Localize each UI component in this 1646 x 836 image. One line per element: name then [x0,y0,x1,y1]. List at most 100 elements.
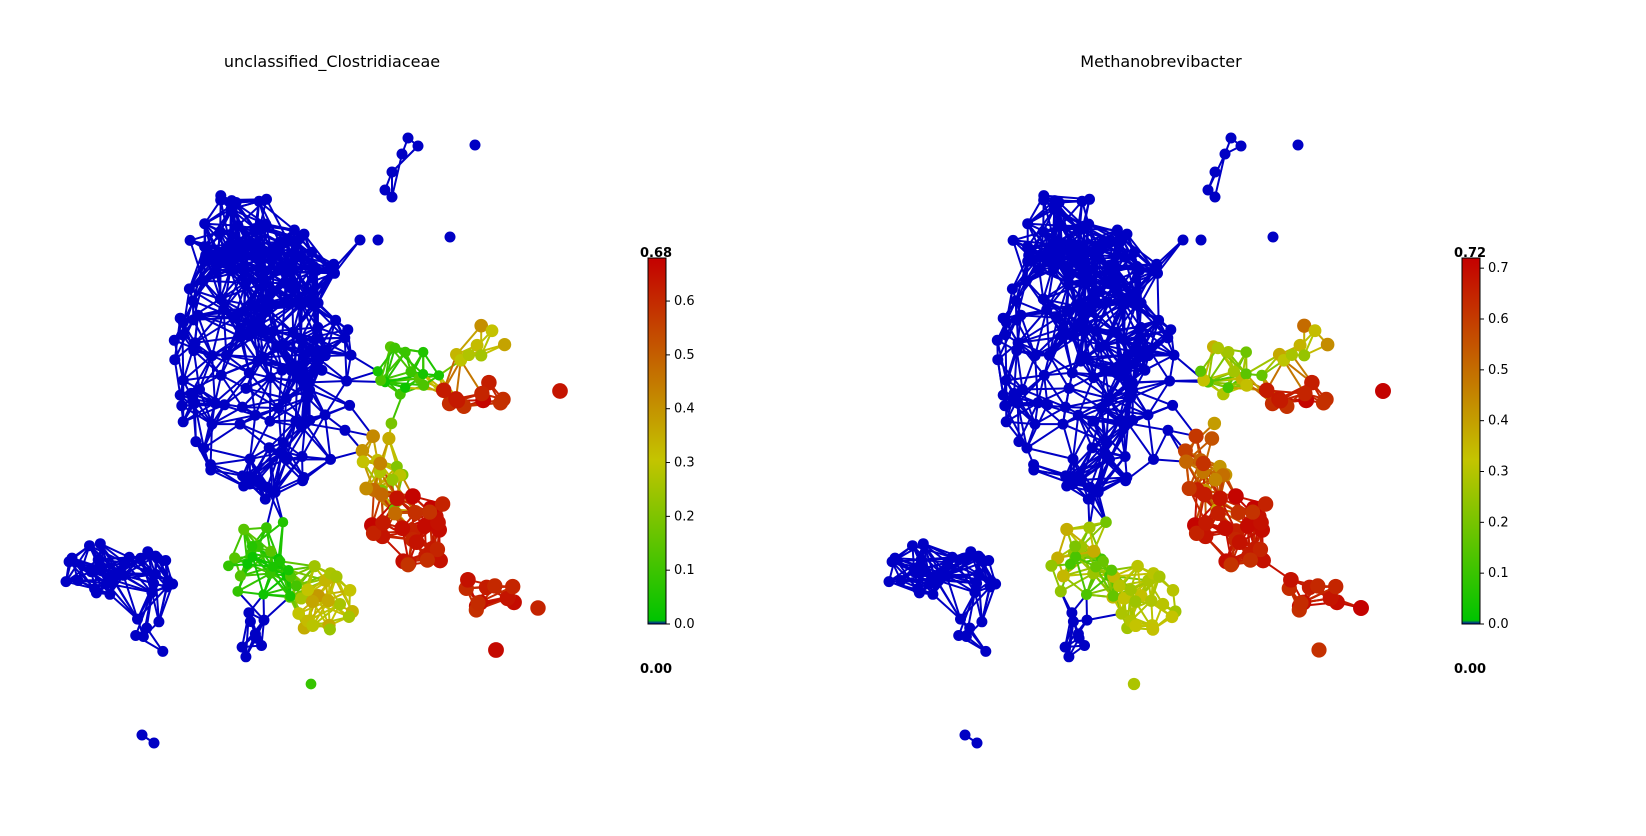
network-node [342,610,356,623]
network-node [271,341,283,353]
colorbar-max-label: 0.72 [1454,246,1487,261]
network-edge [237,590,265,621]
network-node [157,645,169,657]
network-edge [394,347,424,375]
network-node [419,552,436,568]
network-node [243,367,255,379]
network-node [1111,224,1123,236]
network-node [345,349,357,361]
colorbar-gradient [647,257,667,625]
network-edge [245,387,287,400]
network-node [1119,298,1131,310]
network-edge [1062,423,1074,460]
network-edge [242,397,287,409]
network-node [530,600,546,616]
network-node [356,455,370,469]
network-node [308,260,320,272]
network-node [1222,345,1235,359]
network-node [1240,378,1254,392]
network-node [1078,261,1090,273]
network-node [330,314,342,326]
network-node [435,382,452,399]
network-edge [263,584,297,596]
network-node [283,565,294,576]
network-edge [343,337,348,382]
network-node [976,616,988,628]
colorbar-min-label: 0.00 [1454,662,1487,677]
network-node [267,561,278,572]
network-node [1100,516,1112,528]
network-node [971,737,983,749]
network-node [915,554,927,566]
network-node [244,453,256,465]
network-node [266,285,278,297]
network-node [1049,238,1061,250]
network-node [1127,677,1141,691]
network-edge [1095,303,1126,332]
network-node [1293,595,1309,611]
network-node [429,541,446,558]
network-edge [1043,360,1082,377]
network-node [297,475,309,487]
network-edge [314,355,348,382]
network-node [135,552,147,564]
network-node [1308,324,1322,338]
network-node [405,366,417,377]
network-node [386,191,398,203]
network-edge [211,406,243,425]
network-node [312,321,324,333]
network-node [265,372,276,384]
network-node [1064,558,1076,570]
network-edge [189,240,205,282]
network-edge [1022,387,1070,391]
network-edge [1043,374,1067,408]
network-node [153,616,165,628]
network-node [258,589,269,600]
network-node [206,350,218,362]
network-node [223,560,234,572]
network-node [373,456,388,471]
network-node [151,552,163,564]
network-node [1054,585,1067,598]
network-node [225,263,236,275]
network-edge [300,426,332,461]
network-node [470,338,484,352]
colorbar-scale: 0.0 0.1 0.2 0.3 0.4 0.5 0.6 0.7 [1461,257,1509,632]
network-node [258,614,270,626]
network-node [1013,436,1025,448]
network-node [1087,415,1099,427]
network-edge [267,291,313,310]
network-nodes [883,132,1391,749]
network-node [1011,345,1023,357]
network-node [400,557,416,573]
network-node [236,401,248,413]
network-node [160,555,172,566]
network-node [287,326,299,338]
network-node [1063,277,1075,289]
network-edge [301,414,326,457]
network-edge [219,269,246,300]
network-edge [134,591,153,636]
network-node [1375,383,1391,399]
network-node [229,552,241,564]
network-node [1146,623,1160,636]
network-node [209,397,221,409]
network-edge [223,372,251,406]
network-edge [211,414,256,426]
network-node [326,265,338,276]
network-node [177,416,189,428]
network-node [971,577,983,589]
network-node [177,374,189,386]
network-node [239,264,251,276]
network-edge [202,269,246,282]
network-node [1131,559,1144,573]
network-node [259,493,271,505]
network-node [281,454,292,465]
network-node [1304,374,1320,391]
network-node [1000,374,1012,386]
network-node [310,333,322,344]
network-node [1188,525,1205,542]
network-edge [260,266,286,303]
network-node [218,399,230,411]
network-node [958,552,970,564]
